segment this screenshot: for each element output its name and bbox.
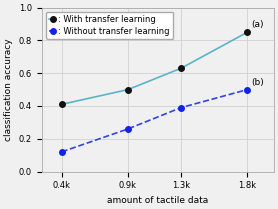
: With transfer learning: (1.3, 0.63): With transfer learning: (1.3, 0.63) bbox=[179, 67, 183, 70]
Y-axis label: classification accuracy: classification accuracy bbox=[4, 38, 13, 141]
Text: (a): (a) bbox=[251, 20, 264, 29]
Line: : With transfer learning: : With transfer learning bbox=[59, 29, 250, 107]
: With transfer learning: (0.4, 0.41): With transfer learning: (0.4, 0.41) bbox=[60, 103, 63, 106]
: Without transfer learning: (0.4, 0.12): Without transfer learning: (0.4, 0.12) bbox=[60, 151, 63, 153]
Legend: : With transfer learning, : Without transfer learning: : With transfer learning, : Without tran… bbox=[46, 12, 173, 39]
: Without transfer learning: (1.3, 0.39): Without transfer learning: (1.3, 0.39) bbox=[179, 106, 183, 109]
: With transfer learning: (0.9, 0.5): With transfer learning: (0.9, 0.5) bbox=[126, 88, 130, 91]
X-axis label: amount of tactile data: amount of tactile data bbox=[107, 196, 208, 205]
: Without transfer learning: (0.9, 0.26): Without transfer learning: (0.9, 0.26) bbox=[126, 128, 130, 130]
: With transfer learning: (1.8, 0.85): With transfer learning: (1.8, 0.85) bbox=[246, 31, 249, 33]
: Without transfer learning: (1.8, 0.5): Without transfer learning: (1.8, 0.5) bbox=[246, 88, 249, 91]
Line: : Without transfer learning: : Without transfer learning bbox=[59, 87, 250, 155]
Text: (b): (b) bbox=[251, 78, 264, 87]
